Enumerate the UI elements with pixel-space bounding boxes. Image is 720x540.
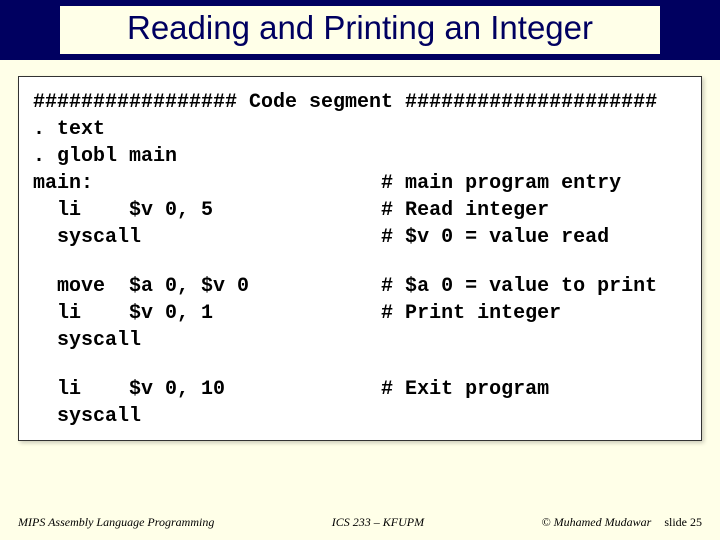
code-blank [33,354,687,376]
code-line: li $v 0, 1 # Print integer [33,300,687,327]
footer-slide: slide 25 [664,515,702,529]
slide-footer: MIPS Assembly Language Programming ICS 2… [18,515,702,530]
code-line: main: # main program entry [33,170,687,197]
footer-left: MIPS Assembly Language Programming [18,515,214,530]
code-line: move $a 0, $v 0 # $a 0 = value to print [33,273,687,300]
code-line: ################# Code segment #########… [33,89,687,116]
slide-title: Reading and Printing an Integer [0,9,720,47]
code-segment-box: ################# Code segment #########… [18,76,702,441]
footer-author: © Muhamed Mudawar [542,515,652,529]
code-line: li $v 0, 10 # Exit program [33,376,687,403]
code-line: . text [33,116,687,143]
code-line: . globl main [33,143,687,170]
code-line: syscall [33,403,687,430]
code-line: li $v 0, 5 # Read integer [33,197,687,224]
code-blank [33,251,687,273]
slide-header: Reading and Printing an Integer [0,0,720,68]
footer-right: © Muhamed Mudawar slide 25 [542,515,702,530]
code-line: syscall # $v 0 = value read [33,224,687,251]
footer-center: ICS 233 – KFUPM [332,515,424,530]
code-line: syscall [33,327,687,354]
